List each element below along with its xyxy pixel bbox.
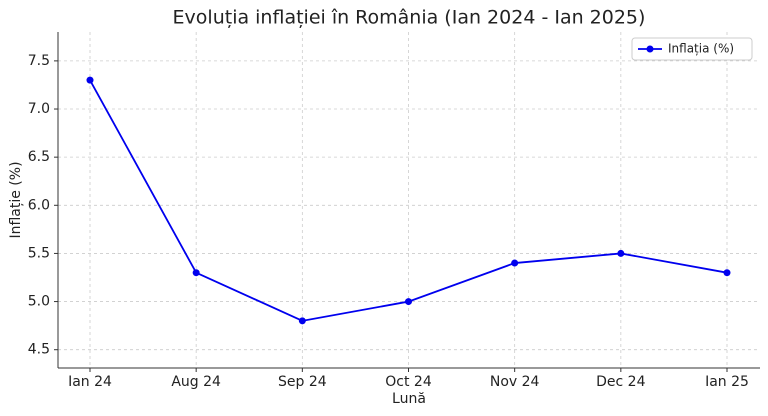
chart-title: Evoluția inflației în România (Ian 2024 …: [173, 7, 646, 29]
point: [405, 298, 412, 306]
x-tick-label: Sep 24: [278, 374, 327, 390]
legend-box: [631, 37, 753, 61]
y-tick-label: 4.5: [28, 342, 50, 358]
y-tick-label: 5.5: [28, 245, 50, 261]
x-axis-label: Lună: [392, 391, 426, 407]
point: [86, 76, 94, 84]
y-tick-label: 7.5: [28, 53, 50, 69]
y-tick-label: 6.0: [28, 197, 50, 213]
point: [298, 317, 306, 325]
point: [723, 269, 731, 277]
point: [511, 259, 519, 267]
x-tick-label: Oct 24: [385, 374, 432, 390]
point: [192, 269, 200, 277]
x-tick-label: Dec 24: [596, 374, 645, 390]
legend-marker: [646, 45, 654, 53]
y-tick-label: 5.0: [28, 294, 50, 310]
y-tick-label: 6.5: [28, 149, 50, 165]
x-tick-label: Ian 24: [68, 374, 112, 390]
x-tick-label: Nov 24: [490, 374, 540, 390]
y-axis-label: Inflație (%): [8, 161, 24, 238]
legend-label: Inflația (%): [668, 42, 734, 56]
y-tick-label: 7.0: [28, 101, 50, 117]
point: [617, 249, 625, 257]
x-tick-label: Ian 25: [705, 374, 749, 390]
x-tick-label: Aug 24: [171, 374, 221, 390]
